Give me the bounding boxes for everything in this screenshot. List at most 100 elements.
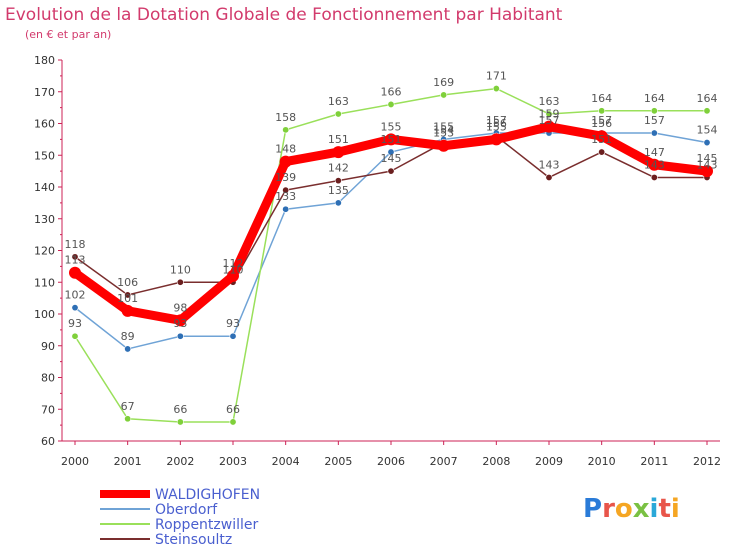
data-point-waldighofen [69,266,81,279]
data-label-oberdorf: 89 [121,330,135,343]
data-label-roppentzwiller: 163 [539,95,560,108]
x-tick-label: 2007 [430,455,458,468]
data-label-waldighofen: 98 [173,301,187,314]
data-point-steinsoultz [334,177,342,185]
y-tick-label: 130 [34,213,55,226]
data-label-waldighofen: 155 [486,120,507,133]
data-label-steinsoultz: 151 [591,133,612,146]
data-point-waldighofen [332,146,345,159]
data-label-roppentzwiller: 164 [697,92,718,105]
chart-subtitle: (en € et par an) [25,28,111,41]
data-label-waldighofen: 148 [275,143,296,156]
data-point-steinsoultz [650,173,658,181]
data-point-roppentzwiller [282,126,290,134]
y-tick-label: 100 [34,308,55,321]
data-label-steinsoultz: 143 [539,158,560,171]
data-point-waldighofen [648,158,661,171]
y-tick-label: 70 [41,403,55,416]
data-label-oberdorf: 157 [644,114,665,127]
data-label-steinsoultz: 154 [433,124,454,137]
y-tick-label: 60 [41,435,55,448]
data-point-steinsoultz [598,148,606,156]
data-point-waldighofen [227,269,239,282]
data-point-waldighofen [385,133,397,146]
data-point-oberdorf [71,304,79,312]
data-point-steinsoultz [387,167,395,175]
x-tick-label: 2004 [272,455,300,468]
data-label-oberdorf: 154 [697,124,718,137]
x-tick-label: 2010 [588,455,616,468]
data-label-waldighofen: 151 [328,133,349,146]
data-label-roppentzwiller: 93 [68,317,82,330]
data-point-waldighofen [437,139,450,152]
chart-title: Evolution de la Dotation Globale de Fonc… [5,5,563,25]
data-point-roppentzwiller [545,110,553,118]
data-label-oberdorf: 157 [486,114,507,127]
y-tick-label: 90 [41,340,55,353]
data-point-steinsoultz [71,253,79,261]
data-point-roppentzwiller [703,107,711,115]
x-tick-label: 2009 [535,455,563,468]
x-tick-label: 2006 [377,455,405,468]
data-point-steinsoultz [545,173,553,181]
data-label-steinsoultz: 139 [275,171,296,184]
y-tick-label: 180 [34,54,55,67]
proxiti-logo: Proxiti [583,494,680,524]
data-label-oberdorf: 93 [226,317,240,330]
data-label-waldighofen: 101 [117,292,138,305]
data-label-roppentzwiller: 169 [433,76,454,89]
data-label-oberdorf: 135 [328,184,349,197]
legend-label-roppentzwiller: Roppentzwiller [155,517,258,533]
data-label-steinsoultz: 106 [117,276,138,289]
y-tick-label: 170 [34,86,55,99]
data-point-roppentzwiller [440,91,448,99]
data-point-oberdorf [282,205,290,213]
legend-label-waldighofen: WALDIGHOFEN [155,487,260,503]
data-label-oberdorf: 155 [433,120,454,133]
data-point-waldighofen [543,120,555,133]
data-point-waldighofen [174,314,187,327]
y-tick-label: 150 [34,149,55,162]
x-tick-label: 2000 [61,455,89,468]
data-label-steinsoultz: 143 [697,158,718,171]
data-point-oberdorf [176,332,184,340]
x-tick-label: 2008 [482,455,510,468]
data-point-waldighofen [701,165,713,178]
data-point-waldighofen [121,304,134,317]
data-label-oberdorf: 93 [173,317,187,330]
data-label-roppentzwiller: 163 [328,95,349,108]
data-label-waldighofen: 156 [591,117,612,130]
y-tick-label: 160 [34,118,55,131]
data-label-oberdorf: 102 [65,289,86,302]
data-label-steinsoultz: 142 [328,162,349,175]
data-label-roppentzwiller: 166 [381,85,402,98]
data-point-oberdorf [650,129,658,137]
data-label-oberdorf: 157 [591,114,612,127]
data-label-roppentzwiller: 67 [121,400,135,413]
data-point-roppentzwiller [650,107,658,115]
y-tick-label: 80 [41,372,55,385]
data-label-roppentzwiller: 66 [173,403,187,416]
data-label-waldighofen: 112 [223,257,244,270]
data-point-oberdorf [334,199,342,207]
data-label-steinsoultz: 110 [170,263,191,276]
legend-label-oberdorf: Oberdorf [155,502,218,518]
y-tick-label: 110 [34,276,55,289]
y-tick-label: 140 [34,181,55,194]
x-tick-label: 2002 [166,455,194,468]
x-tick-label: 2001 [114,455,142,468]
data-label-oberdorf: 133 [275,190,296,203]
data-label-steinsoultz: 118 [65,238,86,251]
data-point-steinsoultz [176,278,184,286]
data-point-steinsoultz [124,291,132,299]
data-label-waldighofen: 113 [65,254,86,267]
x-tick-label: 2012 [693,455,721,468]
data-label-roppentzwiller: 66 [226,403,240,416]
data-label-oberdorf: 157 [539,114,560,127]
data-point-waldighofen [595,130,608,143]
data-point-oberdorf [124,345,132,353]
data-point-oberdorf [387,148,395,156]
